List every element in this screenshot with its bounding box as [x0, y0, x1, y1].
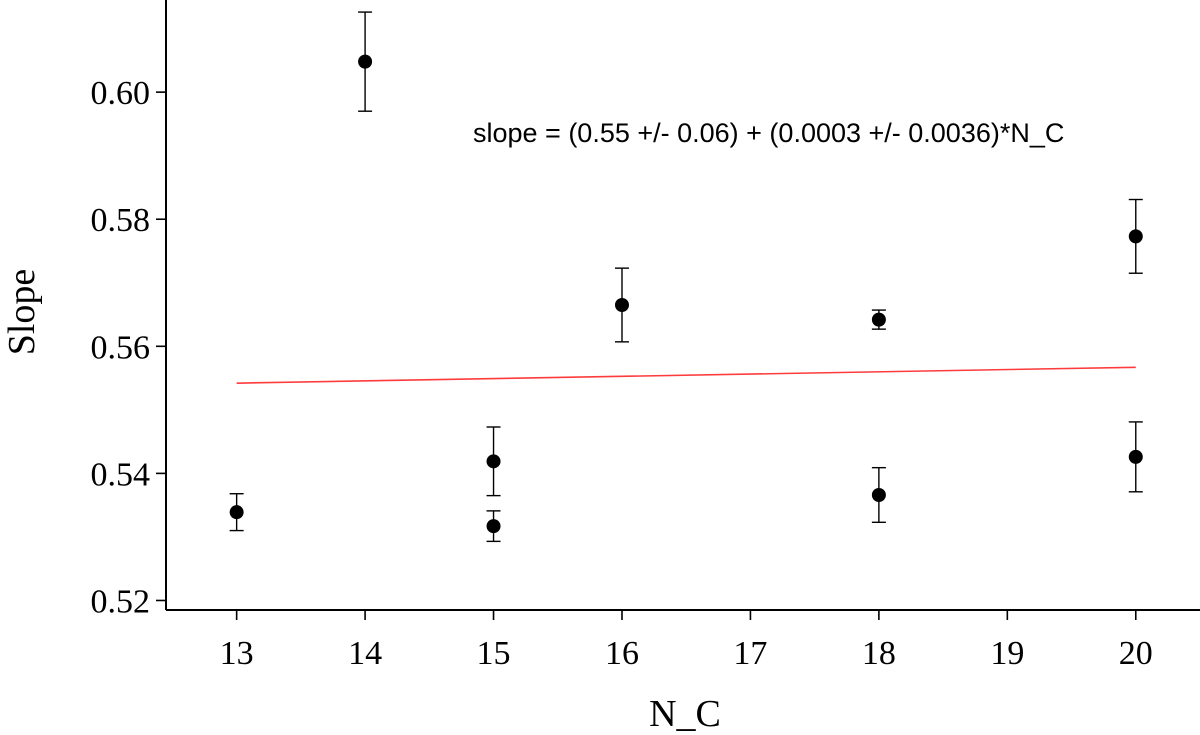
- fit-line: [236, 366, 1136, 384]
- y-tick-label: 0.52: [91, 583, 151, 620]
- x-tick-label: 17: [733, 635, 767, 672]
- data-point: [229, 505, 244, 520]
- fit-line-group: [236, 366, 1136, 384]
- data-point: [358, 54, 373, 69]
- x-tick-label: 13: [220, 635, 254, 672]
- data-point: [1128, 229, 1143, 244]
- fit-equation-annotation: slope = (0.55 +/- 0.06) + (0.0003 +/- 0.…: [473, 118, 1064, 148]
- x-tick-label: 20: [1119, 635, 1153, 672]
- x-tick-label: 15: [477, 635, 511, 672]
- y-tick-label: 0.60: [91, 75, 151, 112]
- x-ticks: 13 14 15 16 17 18 19 20: [220, 610, 1153, 672]
- data-point: [486, 454, 501, 469]
- data-points: [229, 54, 1143, 534]
- data-point: [871, 487, 886, 502]
- y-axis-title: Slope: [1, 269, 43, 356]
- error-bars: [229, 11, 1143, 543]
- axes: [165, 0, 1200, 611]
- x-tick-label: 18: [862, 635, 896, 672]
- x-tick-label: 14: [348, 635, 382, 672]
- y-tick-label: 0.56: [91, 329, 151, 366]
- y-ticks: 0.52 0.54 0.56 0.58 0.60: [91, 75, 166, 620]
- x-tick-label: 16: [605, 635, 639, 672]
- y-tick-label: 0.58: [91, 202, 151, 239]
- data-point: [871, 312, 886, 327]
- data-point: [1128, 449, 1143, 464]
- x-axis-title: N_C: [649, 693, 721, 735]
- data-point: [614, 298, 629, 312]
- data-point: [486, 519, 501, 534]
- y-tick-label: 0.54: [91, 456, 151, 493]
- x-tick-label: 19: [990, 635, 1024, 672]
